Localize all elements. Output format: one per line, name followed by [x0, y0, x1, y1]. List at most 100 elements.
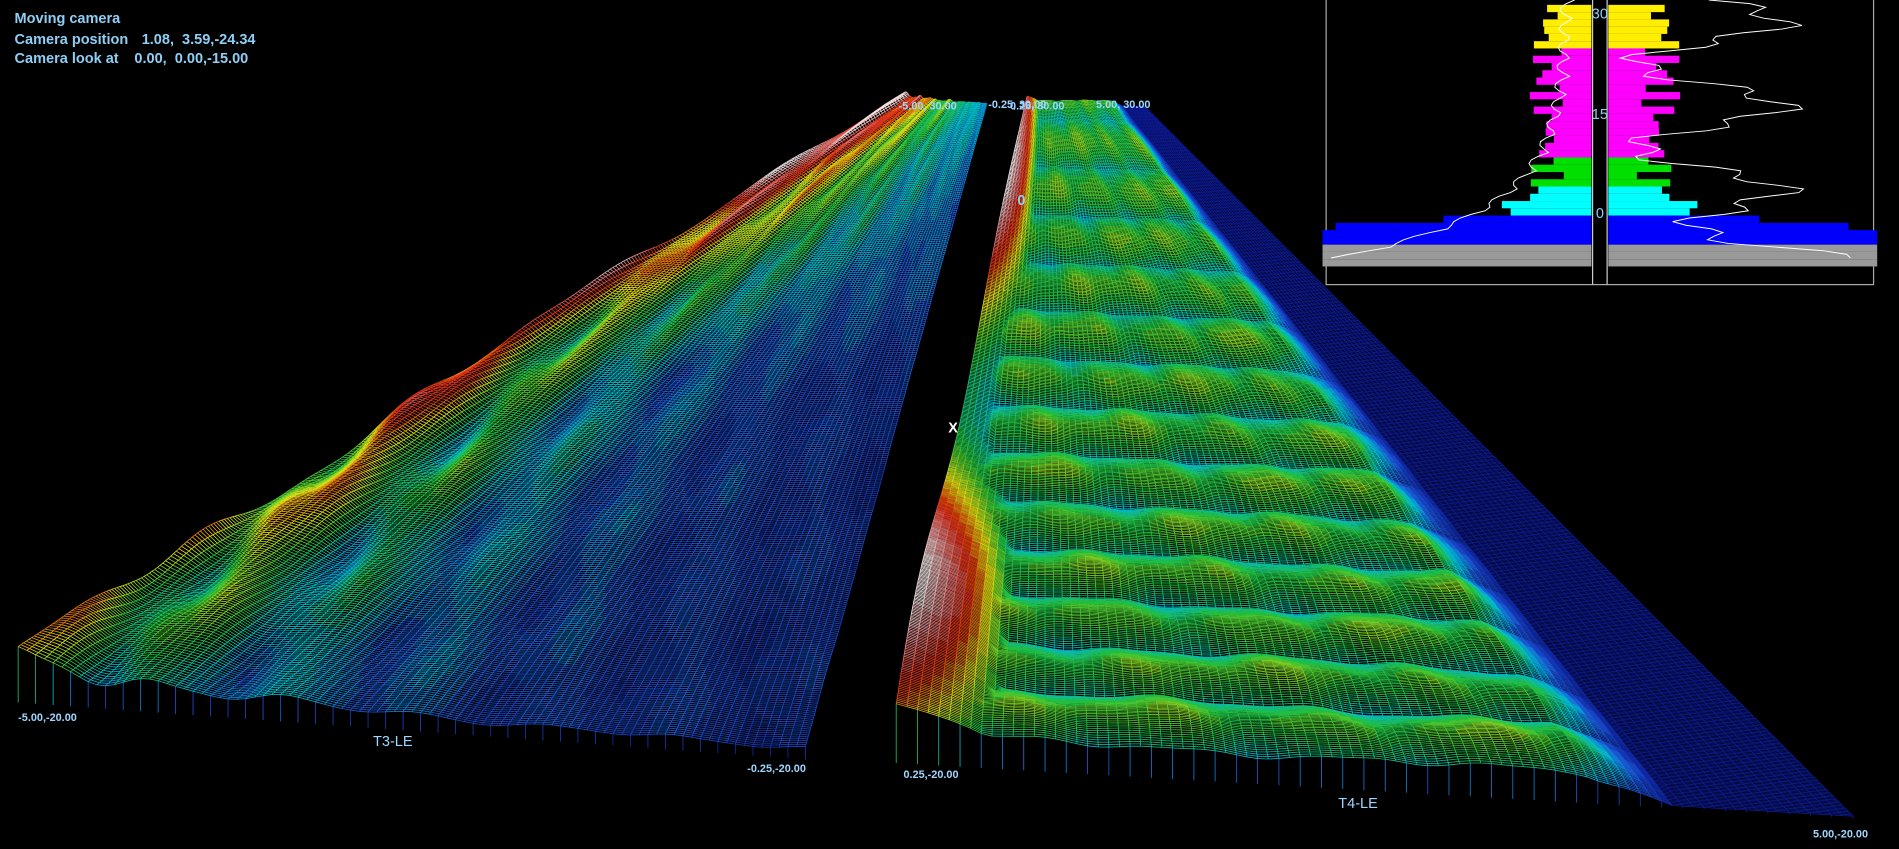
surface-wire: [87, 183, 965, 738]
inset-bar: [1608, 70, 1668, 78]
surface-wire: [906, 97, 1035, 714]
surface-wire: [52, 99, 953, 668]
inset-bar: [1608, 128, 1659, 136]
inset-bar: [1530, 193, 1592, 202]
surface-wire: [917, 100, 1595, 769]
inset-bar: [1529, 92, 1592, 100]
marker: 0: [1017, 193, 1025, 209]
inset-bar: [1608, 62, 1657, 71]
inset-tick-label: 30: [1592, 6, 1608, 22]
inset-bar: [1322, 251, 1592, 260]
inset-bar: [1322, 230, 1592, 238]
inset-bar: [1608, 222, 1849, 231]
inset-bar: [1531, 164, 1592, 172]
inset-bar: [1608, 164, 1672, 172]
inset-bar: [1608, 48, 1646, 56]
inset-bar: [1608, 121, 1659, 129]
surface-wire: [938, 98, 1037, 721]
corner-label: 0.25, 30.00: [1010, 100, 1064, 112]
inset-bar: [1608, 244, 1878, 252]
corner-label: 5.00, 30.00: [1096, 99, 1150, 111]
inset-bar: [1557, 12, 1592, 20]
surface-wire: [382, 96, 919, 433]
corner-label: -0.25, 30.00: [988, 99, 1046, 111]
inset-bar: [1608, 12, 1652, 20]
surface-wire: [26, 98, 937, 656]
inset-bar: [1543, 19, 1592, 27]
corner-label: 5.00,-20.00: [1813, 828, 1868, 840]
surfaces: [17, 91, 1854, 819]
inset-bar: [1608, 19, 1670, 27]
surface-wire: [900, 95, 1029, 675]
inset-bar: [1608, 251, 1878, 260]
corner-label: 0.25,-20.00: [903, 769, 958, 781]
surface-wire: [907, 119, 1022, 633]
inset-bar: [1546, 121, 1592, 129]
inset-bar: [1443, 215, 1592, 223]
surface-wire: [910, 134, 1019, 615]
inset-tick-label: 0: [1596, 206, 1604, 222]
surface-wire: [350, 379, 886, 760]
inset-bar: [1608, 77, 1674, 85]
inset-bar: [1562, 99, 1592, 107]
inset-bar: [1559, 84, 1592, 93]
inset-bar: [1608, 201, 1698, 209]
surface-wire: [902, 98, 1027, 662]
inset-bar: [1322, 237, 1592, 245]
inset-bar: [1608, 26, 1668, 34]
surface-wire: [764, 91, 909, 179]
surface-wire: [88, 102, 987, 705]
hud-value: 0.00, 0.00,-15.00: [134, 51, 248, 67]
inset-bar: [1561, 48, 1592, 56]
inset-bar: [1608, 99, 1642, 107]
marker: X: [948, 421, 958, 437]
surface-wire: [35, 101, 973, 704]
inset-bar: [1608, 92, 1681, 100]
inset-curve: [1330, 0, 1575, 259]
inset-bar: [1608, 4, 1665, 13]
surface-wire: [904, 108, 1025, 649]
inset-bar: [1608, 237, 1878, 245]
corner-label: -0.25,-20.00: [747, 763, 806, 775]
surface-wire: [17, 101, 966, 703]
inset-bar: [1545, 142, 1592, 151]
inset-bar: [1563, 171, 1592, 180]
surface-wire: [927, 98, 1036, 717]
inset-bar: [1548, 33, 1592, 42]
inset-bar: [1501, 201, 1592, 209]
inset-bar: [1608, 230, 1878, 238]
inset-bar: [1608, 150, 1665, 158]
surface-wire: [896, 96, 1032, 703]
inset-bar: [1510, 208, 1592, 216]
surface-wire: [31, 96, 932, 639]
surface-wire: [951, 99, 1554, 754]
inset-bar: [1608, 142, 1659, 151]
inset-bar: [1608, 135, 1650, 143]
inset-bar: [1608, 171, 1637, 180]
inset-bar: [1533, 106, 1592, 114]
inset-bar: [1538, 186, 1592, 194]
inset-bar: [1608, 33, 1662, 42]
inset-bar: [1608, 41, 1680, 49]
inset-bar: [1530, 179, 1592, 187]
inset-bar: [1608, 193, 1670, 202]
inset-bar: [1553, 157, 1592, 165]
inset-bar: [1547, 4, 1592, 13]
surface-wire: [105, 317, 907, 748]
inset-bar: [1608, 106, 1675, 114]
inset-curve: [1618, 0, 1851, 259]
inset-bar: [1553, 135, 1592, 143]
hud-label: Camera look at: [15, 51, 119, 67]
inset-bar: [1536, 77, 1592, 85]
surface-wire: [895, 100, 1584, 764]
surface-wire: [70, 103, 988, 715]
surface-wire: [52, 101, 981, 705]
surface-wire: [17, 97, 933, 651]
hud-title: Moving camera: [15, 11, 122, 27]
inset-bar: [1539, 150, 1592, 158]
inset-bar: [1608, 259, 1878, 267]
surface-wire: [61, 100, 954, 673]
inset-tick-label: 15: [1592, 107, 1608, 123]
inset-bar: [1608, 84, 1646, 93]
